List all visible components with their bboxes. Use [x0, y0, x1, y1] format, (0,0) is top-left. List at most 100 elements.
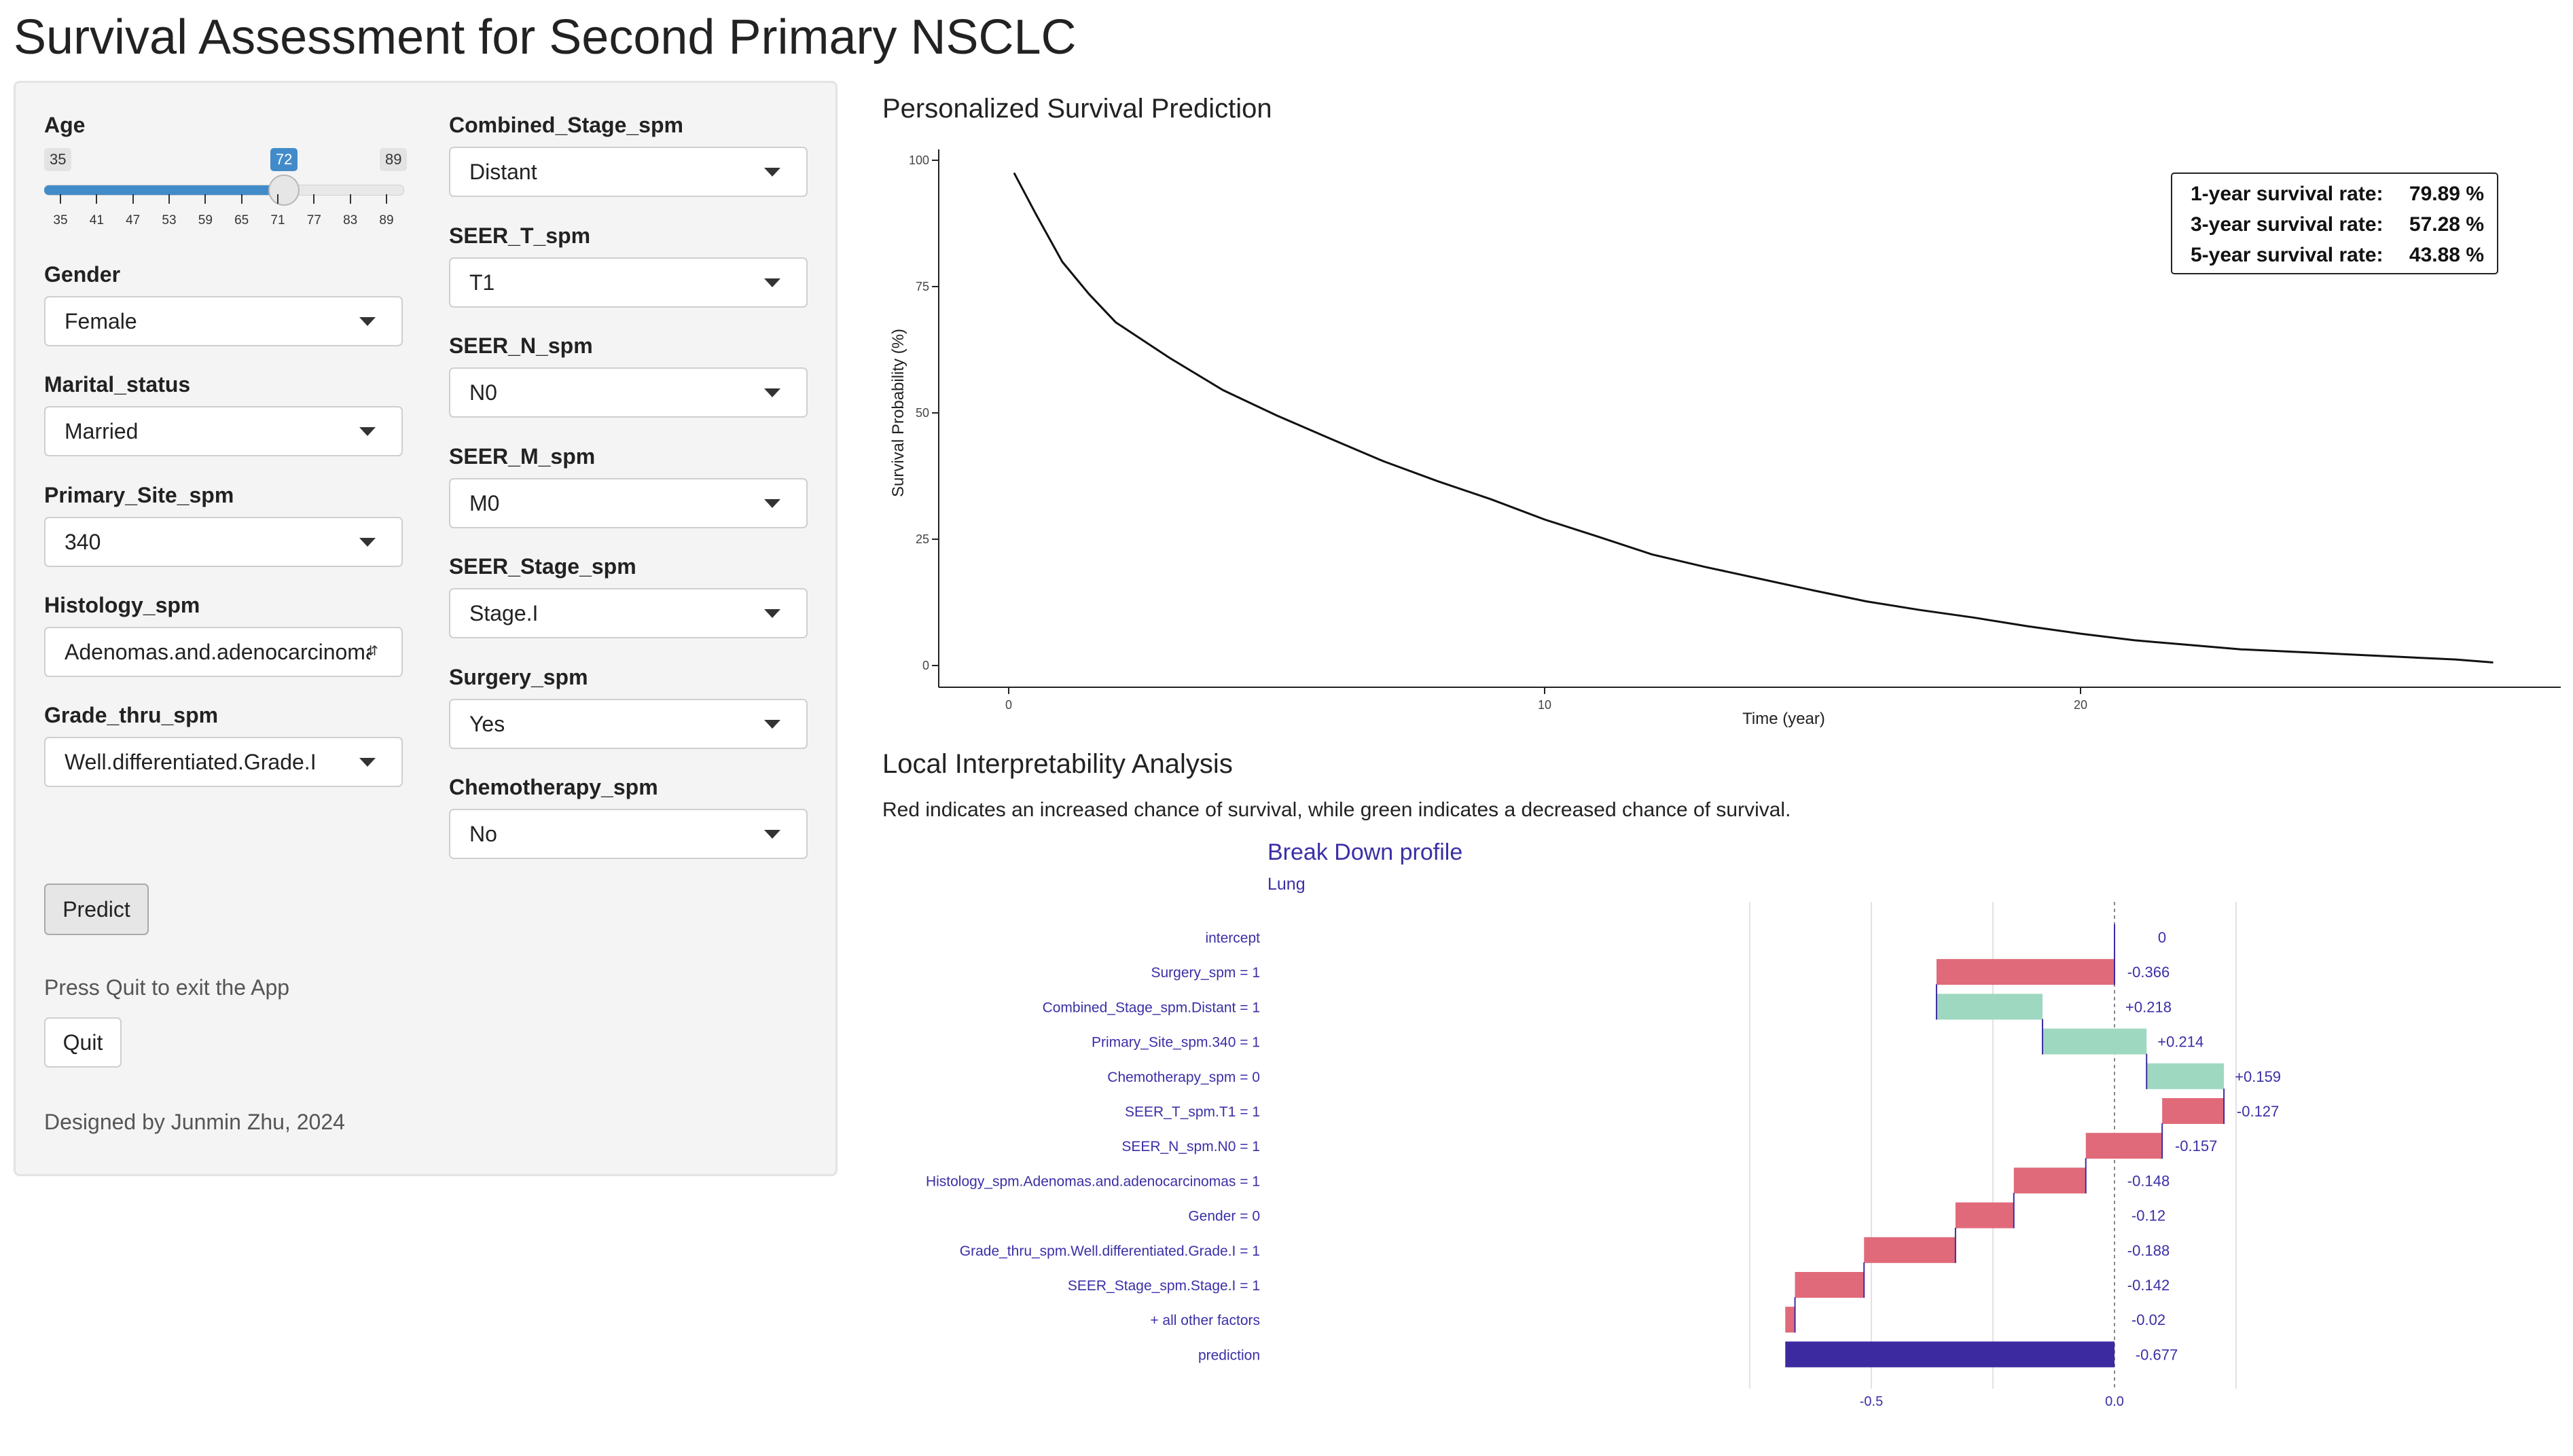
interpret-section-title: Local Interpretability Analysis	[882, 749, 1233, 779]
quit-hint-text: Press Quit to exit the App	[44, 975, 290, 1000]
marital-status-select[interactable]: Married	[44, 406, 403, 456]
age-tick-label: 65	[234, 213, 249, 228]
age-label: Age	[44, 113, 86, 137]
x-tick-label: 0	[1005, 698, 1012, 712]
y-tick-label: 0	[922, 659, 929, 672]
chemotherapy-select-value: No	[469, 822, 497, 846]
primary-site-select[interactable]: 340	[44, 517, 403, 567]
age-tick-label: 41	[89, 213, 104, 228]
seer-n-select[interactable]: N0	[449, 367, 808, 418]
chevron-down-icon	[764, 609, 780, 618]
y-tick-label: 50	[916, 406, 929, 420]
breakdown-row-label: SEER_Stage_spm.Stage.I = 1	[1068, 1278, 1260, 1294]
gender-field: Gender	[44, 262, 120, 287]
y-tick-label: 75	[916, 280, 929, 293]
seer-m-select-value: M0	[469, 491, 500, 515]
chevron-down-icon	[359, 538, 376, 547]
annotation-label: 1-year survival rate:	[2191, 183, 2383, 205]
breakdown-bar	[2043, 1028, 2147, 1055]
grade-field: Grade_thru_spm	[44, 703, 218, 728]
primary-site-field: Primary_Site_spm	[44, 483, 234, 508]
age-tick	[349, 194, 351, 204]
seer-n-select-value: N0	[469, 380, 497, 405]
grade-select-value: Well.differentiated.Grade.I	[65, 750, 317, 774]
age-value-label: 72	[270, 148, 298, 171]
y-tick-label: 100	[909, 153, 929, 167]
seer-t-select-value: T1	[469, 270, 495, 295]
age-tick-label: 77	[306, 213, 321, 228]
quit-button[interactable]: Quit	[44, 1017, 122, 1068]
grade-label: Grade_thru_spm	[44, 703, 219, 727]
breakdown-value-label: +0.214	[2157, 1034, 2203, 1051]
chevron-down-icon	[359, 758, 376, 767]
age-tick	[168, 194, 170, 204]
breakdown-bar	[1955, 1202, 2014, 1228]
seer-stage-select-value: Stage.I	[469, 601, 539, 625]
breakdown-profile-chart: Break Down profile Lung intercept 0 Surger…	[926, 839, 2281, 1409]
seer-m-label: SEER_M_spm	[449, 444, 596, 469]
chevron-down-icon	[764, 720, 780, 729]
chemotherapy-select[interactable]: No	[449, 809, 808, 859]
gender-select[interactable]: Female	[44, 296, 403, 346]
age-tick	[313, 194, 315, 204]
combined-stage-select[interactable]: Distant	[449, 147, 808, 197]
age-tick-label: 59	[198, 213, 213, 228]
breakdown-row-label: SEER_N_spm.N0 = 1	[1121, 1139, 1260, 1154]
x-axis-ticks: 0 10 20	[1005, 687, 2087, 712]
breakdown-value-label: -0.148	[2127, 1172, 2170, 1189]
breakdown-x-tick-label: 0.0	[2105, 1394, 2124, 1409]
histology-select[interactable]: Adenomas.and.adenocarcinomas ⇵	[44, 627, 403, 677]
seer-t-field: SEER_T_spm	[449, 223, 590, 249]
survival-curve-line	[1013, 172, 2494, 663]
marital-status-select-value: Married	[65, 419, 139, 443]
age-slider-handle[interactable]	[268, 175, 300, 206]
histology-select-value: Adenomas.and.adenocarcinomas	[65, 640, 370, 664]
breakdown-grid	[1749, 902, 2237, 1389]
predict-button[interactable]: Predict	[44, 884, 149, 935]
surgery-select[interactable]: Yes	[449, 699, 808, 749]
y-axis-ticks: 0 25 50 75 100	[909, 153, 939, 672]
breakdown-value-label: -0.02	[2131, 1311, 2165, 1328]
age-tick	[96, 194, 98, 204]
breakdown-title: Break Down profile	[1267, 839, 1462, 865]
breakdown-row-label: prediction	[1198, 1347, 1260, 1363]
seer-stage-select[interactable]: Stage.I	[449, 588, 808, 638]
interpret-description: Red indicates an increased chance of sur…	[882, 799, 1791, 821]
histology-label: Histology_spm	[44, 593, 200, 617]
chevron-down-icon	[359, 317, 376, 326]
breakdown-bars: intercept 0 Surgery_spm = 1 -0.366 Combined_…	[926, 924, 2281, 1368]
gender-label: Gender	[44, 262, 121, 287]
chevron-down-icon	[764, 278, 780, 287]
breakdown-bar	[2162, 1098, 2225, 1124]
breakdown-row-label: Combined_Stage_spm.Distant = 1	[1043, 1000, 1260, 1015]
breakdown-row-label: Gender = 0	[1188, 1209, 1260, 1224]
age-tick-label: 35	[53, 213, 68, 228]
gender-select-value: Female	[65, 309, 137, 333]
chevron-down-icon	[764, 168, 780, 177]
grade-select[interactable]: Well.differentiated.Grade.I	[44, 737, 403, 787]
breakdown-bar	[1936, 994, 2043, 1020]
combined-stage-field: Combined_Stage_spm	[449, 113, 683, 138]
seer-t-select[interactable]: T1	[449, 257, 808, 308]
age-field: Age	[44, 113, 85, 138]
seer-stage-label: SEER_Stage_spm	[449, 554, 636, 579]
breakdown-value-label: -0.12	[2131, 1207, 2165, 1224]
annotation-value: 57.28 %	[2409, 213, 2484, 236]
breakdown-bar	[1864, 1237, 1956, 1263]
survival-section-title: Personalized Survival Prediction	[882, 94, 1272, 124]
survival-rate-annotation: 1-year survival rate: 79.89 % 3-year survi…	[2171, 172, 2498, 274]
chemotherapy-field: Chemotherapy_spm	[449, 775, 658, 800]
age-tick	[386, 194, 387, 204]
breakdown-row-label: Histology_spm.Adenomas.and.adenocarcinom…	[926, 1173, 1260, 1189]
annotation-value: 43.88 %	[2409, 244, 2484, 266]
designer-credit: Designed by Junmin Zhu, 2024	[44, 1110, 345, 1134]
breakdown-bar	[2146, 1063, 2225, 1089]
breakdown-value-label: -0.142	[2127, 1277, 2170, 1294]
annotation-value: 79.89 %	[2409, 183, 2484, 205]
seer-m-select[interactable]: M0	[449, 478, 808, 528]
annotation-box	[2171, 172, 2498, 274]
annotation-label: 5-year survival rate:	[2191, 244, 2383, 266]
breakdown-x-ticks: -0.5 0.0	[1860, 1394, 2124, 1409]
breakdown-value-label: -0.677	[2136, 1346, 2178, 1363]
age-tick	[277, 194, 278, 204]
